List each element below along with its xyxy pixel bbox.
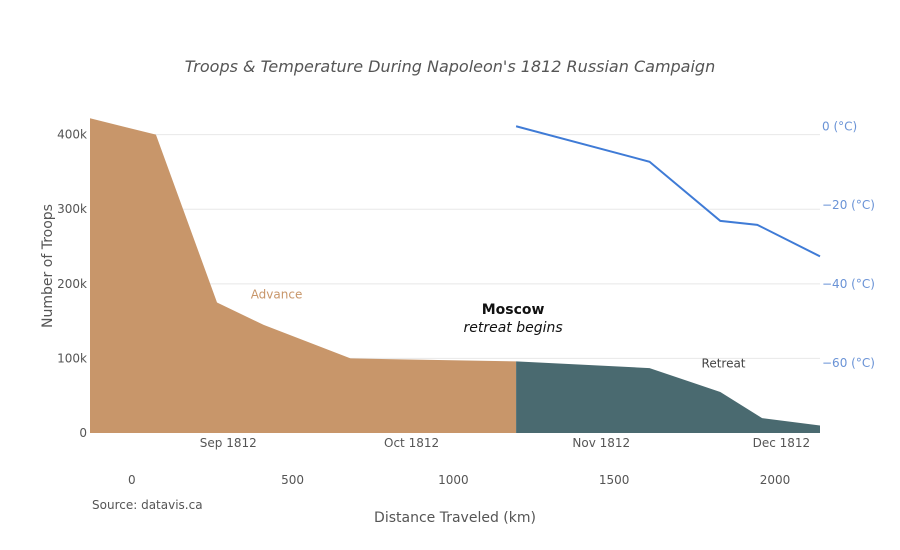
moscow-sublabel: retreat begins — [463, 320, 562, 336]
x-tick-label: 500 — [281, 473, 304, 487]
annotations: Advance Retreat Moscow retreat begins — [251, 288, 746, 371]
temperature-line — [515, 125, 821, 258]
date-tick-label: Dec 1812 — [753, 436, 811, 450]
date-tick-label: Sep 1812 — [200, 436, 257, 450]
x-tick-label: 1000 — [438, 473, 469, 487]
x-axis-title: Distance Traveled (km) — [374, 510, 536, 526]
y2-tick-label: −60 (°C) — [822, 356, 875, 370]
y-tick-label: 300k — [57, 202, 87, 216]
area-series — [90, 118, 820, 434]
chart-title: Troops & Temperature During Napoleon's 1… — [185, 57, 715, 76]
x-tick-label: 1500 — [599, 473, 630, 487]
retreat-label: Retreat — [702, 356, 746, 370]
grid-lines — [90, 134, 820, 359]
date-tick-label: Oct 1812 — [384, 436, 439, 450]
y-tick-label: 200k — [57, 277, 87, 291]
y2-tick-label: −20 (°C) — [822, 198, 875, 212]
area-retreat — [516, 361, 820, 433]
x-tick-label: 0 — [128, 473, 136, 487]
area-advance — [90, 118, 517, 434]
date-tick-label: Nov 1812 — [572, 436, 630, 450]
y-tick-label: 100k — [57, 351, 87, 365]
y2-tick-label: −40 (°C) — [822, 277, 875, 291]
source-note: Source: datavis.ca — [92, 498, 203, 512]
x-tick-label: 2000 — [760, 473, 791, 487]
y-tick-label: 0 — [79, 426, 87, 440]
y2-tick-label: 0 (°C) — [822, 119, 857, 133]
advance-label: Advance — [251, 288, 303, 302]
moscow-label: Moscow — [482, 302, 545, 318]
axis-ticks: 0 100k 200k 300k 400k 0 (°C) −20 (°C) −40 (°C) −… — [57, 119, 875, 487]
y-tick-label: 400k — [57, 128, 87, 142]
y-axis-title: Number of Troops — [40, 204, 56, 328]
temperature-line-series — [515, 125, 821, 258]
